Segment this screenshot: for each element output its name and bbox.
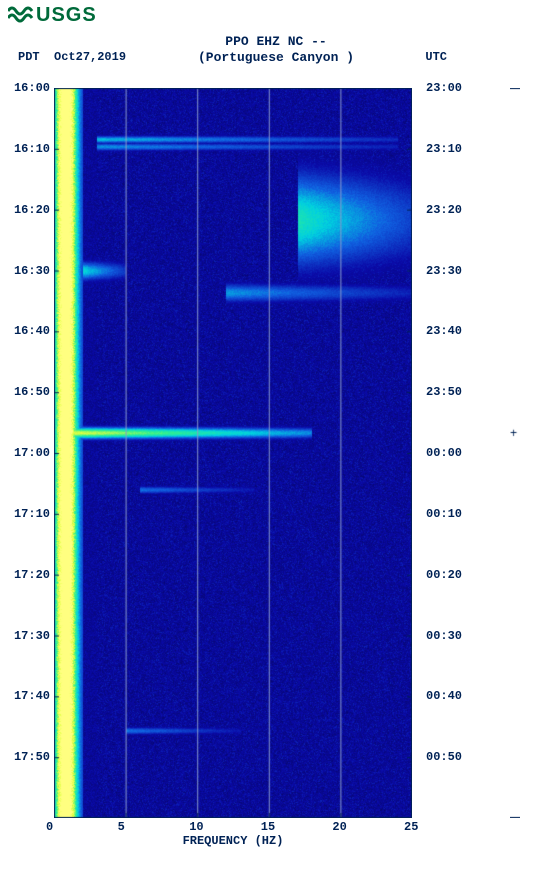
freq-tick: 10 — [189, 820, 203, 834]
usgs-logo: USGS — [8, 4, 97, 27]
right-time-tick: 00:10 — [426, 507, 462, 521]
right-time-tick: 00:20 — [426, 568, 462, 582]
header-left: PDT Oct27,2019 — [18, 50, 126, 64]
left-time-tick: 17:20 — [0, 568, 50, 582]
colorbar — [510, 88, 520, 818]
wave-icon — [8, 6, 36, 24]
right-time-tick: 23:50 — [426, 385, 462, 399]
left-time-tick: 16:00 — [0, 81, 50, 95]
date: Oct27,2019 — [54, 50, 126, 64]
right-time-tick: 23:00 — [426, 81, 462, 95]
freq-tick: 20 — [332, 820, 346, 834]
freq-axis-label: FREQUENCY (HZ) — [54, 834, 412, 848]
left-time-tick: 16:30 — [0, 264, 50, 278]
freq-tick: 0 — [46, 820, 53, 834]
left-time-tick: 16:20 — [0, 203, 50, 217]
tz-left: PDT — [18, 50, 40, 64]
freq-tick: 5 — [118, 820, 125, 834]
right-time-tick: 23:40 — [426, 324, 462, 338]
left-time-tick: 16:40 — [0, 324, 50, 338]
left-time-tick: 17:40 — [0, 689, 50, 703]
colorbar-canvas — [510, 88, 520, 818]
right-time-tick: 23:30 — [426, 264, 462, 278]
left-time-tick: 17:50 — [0, 750, 50, 764]
right-time-tick: 23:20 — [426, 203, 462, 217]
freq-tick: 15 — [261, 820, 275, 834]
left-time-tick: 17:10 — [0, 507, 50, 521]
station-id: PPO EHZ NC -- — [0, 34, 552, 50]
header-right: UTC — [425, 50, 447, 64]
right-time-tick: 00:00 — [426, 446, 462, 460]
spectrogram-plot — [54, 88, 412, 818]
right-time-tick: 00:30 — [426, 629, 462, 643]
left-time-tick: 16:10 — [0, 142, 50, 156]
spectrogram-canvas — [54, 88, 412, 818]
right-time-tick: 23:10 — [426, 142, 462, 156]
left-time-tick: 16:50 — [0, 385, 50, 399]
tz-right: UTC — [425, 50, 447, 64]
left-time-axis: 16:0016:1016:2016:3016:4016:5017:0017:10… — [0, 88, 54, 818]
right-time-tick: 00:40 — [426, 689, 462, 703]
freq-tick: 25 — [404, 820, 418, 834]
right-time-tick: 00:50 — [426, 750, 462, 764]
logo-text: USGS — [36, 4, 97, 26]
left-time-tick: 17:00 — [0, 446, 50, 460]
right-time-axis: 23:0023:1023:2023:3023:4023:5000:0000:10… — [412, 88, 462, 818]
left-time-tick: 17:30 — [0, 629, 50, 643]
